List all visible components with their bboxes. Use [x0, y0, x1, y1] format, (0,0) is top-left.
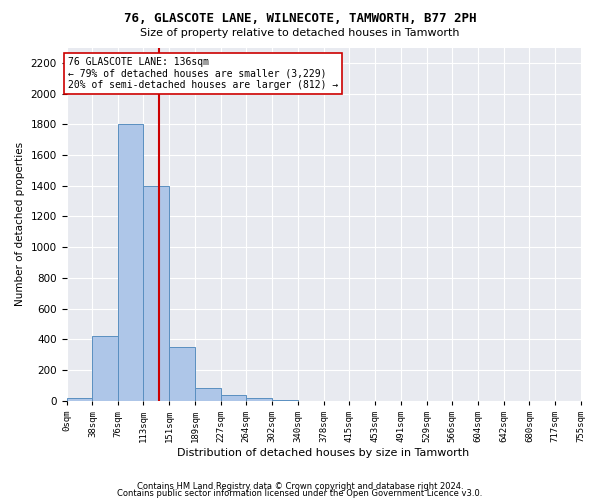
Bar	[195, 388, 221, 400]
Text: 76 GLASCOTE LANE: 136sqm
← 79% of detached houses are smaller (3,229)
20% of sem: 76 GLASCOTE LANE: 136sqm ← 79% of detach…	[68, 56, 338, 90]
Bar	[67, 398, 92, 400]
Bar	[169, 347, 195, 401]
Text: Contains HM Land Registry data © Crown copyright and database right 2024.: Contains HM Land Registry data © Crown c…	[137, 482, 463, 491]
Bar	[221, 396, 246, 400]
X-axis label: Distribution of detached houses by size in Tamworth: Distribution of detached houses by size …	[178, 448, 470, 458]
Text: 76, GLASCOTE LANE, WILNECOTE, TAMWORTH, B77 2PH: 76, GLASCOTE LANE, WILNECOTE, TAMWORTH, …	[124, 12, 476, 26]
Bar	[118, 124, 143, 400]
Y-axis label: Number of detached properties: Number of detached properties	[15, 142, 25, 306]
Text: Contains public sector information licensed under the Open Government Licence v3: Contains public sector information licen…	[118, 489, 482, 498]
Text: Size of property relative to detached houses in Tamworth: Size of property relative to detached ho…	[140, 28, 460, 38]
Bar	[143, 186, 169, 400]
Bar	[246, 398, 272, 400]
Bar	[92, 336, 118, 400]
